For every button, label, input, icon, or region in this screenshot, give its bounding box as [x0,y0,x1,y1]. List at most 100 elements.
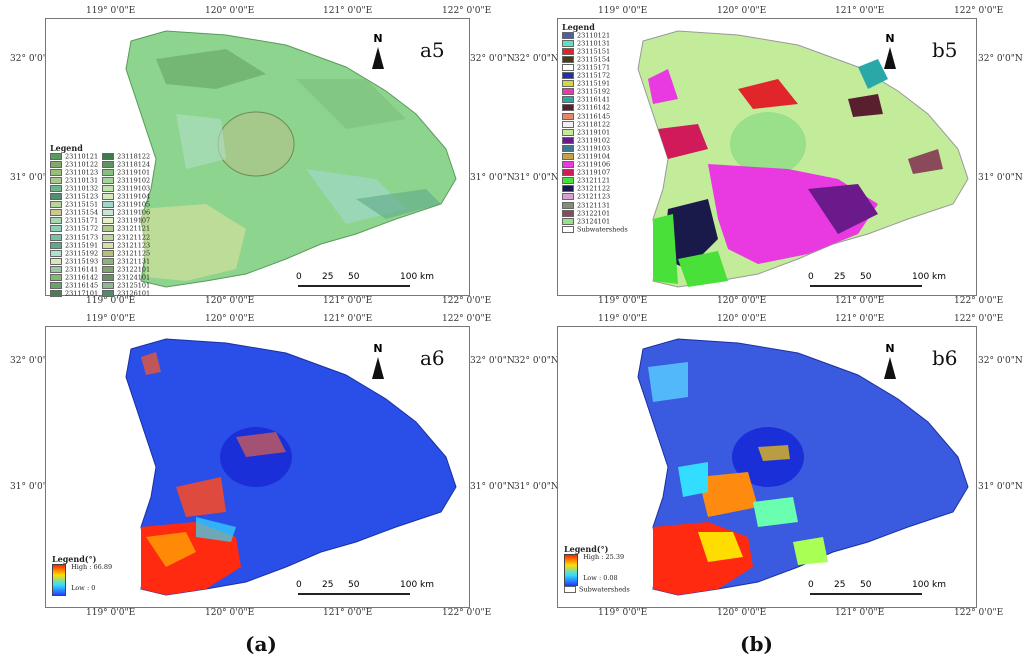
lat-label: 32° 0'0"N [10,356,55,366]
legend-swatch [50,249,62,257]
legend-swatch [562,169,574,177]
legend-item: 23115171 [50,217,98,225]
legend-item: 23115172 [50,225,98,233]
lat-label: 31° 0'0"N [470,482,515,492]
legend-swatch [50,241,62,249]
legend-swatch [562,217,574,225]
lat-label: 31° 0'0"N [978,173,1023,183]
legend-label: 23121131 [117,257,151,266]
legend-label: 23116142 [65,273,99,282]
legend-label: 23110131 [65,176,99,185]
legend-item: 23119103 [562,145,628,153]
legend-item: 23125101 [102,282,150,290]
legend-swatch [562,128,574,136]
legend-swatch [562,80,574,88]
legend-item: 23119101 [562,128,628,137]
legend-item: 23118122 [102,152,150,161]
legend-swatch [102,274,115,281]
legend-item: 23110131 [562,39,628,48]
legend-item: 23110122 [50,160,99,169]
legend-label: 23119107 [117,216,151,225]
legend-item: 23121131 [102,258,150,266]
legend-label: 23117101 [65,289,99,298]
arrow-icon [372,47,384,69]
legend-label: 23119105 [117,200,151,209]
legend-item: 23115171 [562,64,628,72]
lon-label: 120° 0'0"E [205,6,255,16]
arrow-icon [372,357,384,379]
legend-swatch [102,184,115,192]
legend-label: 23119102 [117,176,151,185]
legend-label: 23115192 [65,249,99,258]
legend-label: 23115171 [65,216,99,225]
lon-label: 119° 0'0"E [86,314,136,324]
legend-label: 23110121 [577,31,611,40]
legend-label: 23115192 [577,87,611,96]
legend-a5: Legend 23110121 23110122 23110123 23110131 2… [50,143,151,298]
legend-swatch [562,225,574,233]
legend-item: 23115151 [50,201,98,209]
lat-label: 31° 0'0"N [514,482,559,492]
legend-item: 23119102 [102,177,150,185]
panel-tag: b6 [932,346,958,370]
legend-swatch [102,282,115,290]
legend-label: 23110132 [65,184,99,193]
legend-item: 23121131 [562,201,628,210]
arrow-icon [884,47,896,69]
legend-item: 23115154 [562,56,628,64]
legend-swatch [50,257,62,265]
lon-label: 120° 0'0"E [717,608,767,618]
legend-item: 23121121 [102,225,150,233]
legend-label: 23116145 [577,112,611,121]
lon-label: 121° 0'0"E [835,6,885,16]
lon-label: 121° 0'0"E [835,608,885,618]
legend-swatch [50,265,62,273]
subwatershed-slope-map [637,338,969,596]
legend-item: 23115151 [562,47,628,56]
legend-label: 23115173 [65,233,99,242]
legend-swatch [102,249,115,257]
legend-label: 23121123 [577,192,611,201]
map-frame [45,326,470,608]
legend-label: 23119106 [117,208,151,217]
legend-label: 23121122 [577,184,611,193]
legend-item: 23119106 [102,209,150,217]
legend-label: 23119107 [577,168,611,177]
legend-item: 23115192 [50,249,99,258]
legend-item: 23119102 [562,137,628,145]
legend-swatch [102,152,115,160]
legend-item: 23115192 [562,88,628,96]
legend-swatch [562,112,574,120]
legend-item: 23116142 [562,104,628,112]
color-ramp [564,553,578,586]
legend-item: 23119104 [102,193,150,201]
legend-item: 23121122 [562,185,628,193]
legend-label: 23115191 [577,79,611,88]
legend-swatch [50,160,62,168]
legend-label: 23116145 [65,281,99,290]
legend-swatch [50,225,62,233]
legend-item: 23115191 [50,241,98,250]
legend-label: 23110122 [65,160,99,169]
lon-label: 121° 0'0"E [323,608,373,618]
lon-label: 120° 0'0"E [205,296,255,306]
lat-label: 32° 0'0"N [10,54,55,64]
legend-label: 23116141 [65,265,99,274]
legend-label: 23125101 [117,281,151,290]
legend-swatch [102,257,115,265]
north-arrow: N [370,342,386,379]
legend-label: 23115154 [577,55,611,64]
legend-label: Subwatersheds [577,225,628,234]
subwatershed-class-map [637,30,969,288]
legend-swatch [562,161,574,169]
legend-label: 23115154 [65,208,99,217]
lon-label: 119° 0'0"E [598,296,648,306]
lon-label: 119° 0'0"E [86,608,136,618]
legend-label: 23110123 [65,168,99,177]
legend-item: 23115191 [562,80,628,88]
legend-item: 23115123 [50,193,98,201]
legend-label: 23115193 [65,257,99,266]
lon-label: 121° 0'0"E [323,314,373,324]
legend-item: 23119101 [102,168,150,177]
lat-label: 31° 0'0"N [10,482,55,492]
